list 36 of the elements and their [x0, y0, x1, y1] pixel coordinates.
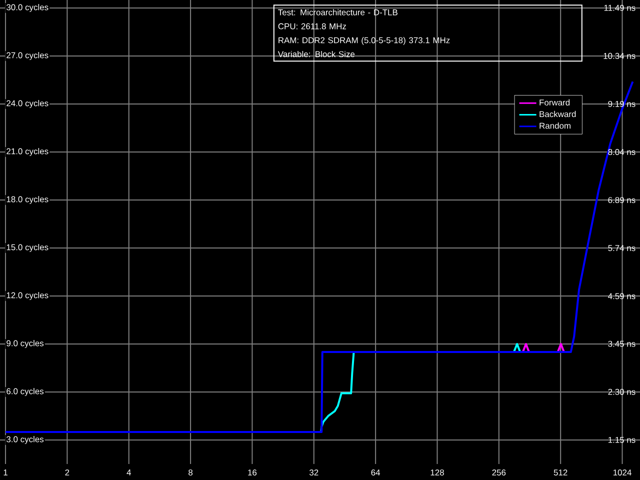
annotation: CPU: 2611.8 MHz	[278, 23, 346, 30]
annotation: Variable: Block Size	[278, 50, 355, 58]
x-tick-label: 2	[65, 470, 70, 476]
x-tick-label: 1024	[613, 470, 632, 476]
y2-tick-label: 11.49 ns	[604, 4, 636, 11]
x-tick-label: 8	[188, 470, 193, 476]
y2-tick-label: 6.89 ns	[608, 197, 636, 204]
x-tick-label: 16	[248, 470, 257, 476]
y2-tick-label: 3.45 ns	[608, 340, 636, 347]
legend-label: Forward	[540, 99, 570, 106]
y-tick-label: 27.0 cycles	[6, 52, 48, 60]
y-tick-label: 30.0 cycles	[6, 4, 48, 12]
y-tick-label: 12.0 cycles	[6, 292, 48, 300]
y-tick-label: 18.0 cycles	[6, 196, 48, 204]
x-tick-label: 256	[492, 470, 506, 476]
y2-tick-label: 5.74 ns	[608, 245, 636, 252]
y-tick-label: 21.0 cycles	[6, 148, 48, 156]
x-tick-label: 1	[4, 470, 8, 476]
x-tick-label: 32	[310, 470, 318, 476]
annotation: Test: Microarchitecture - D-TLB	[278, 9, 398, 16]
annotation: RAM: DDR2 SDRAM (5.0-5-5-18) 373.1 MHz	[278, 37, 450, 45]
legend-label: Random	[540, 122, 570, 129]
y-tick-label: 15.0 cycles	[6, 244, 48, 252]
y2-tick-label: 2.30 ns	[608, 388, 636, 395]
x-tick-label: 64	[371, 470, 380, 476]
x-tick-label: 512	[554, 470, 568, 476]
x-tick-label: 128	[430, 470, 444, 476]
x-tick-label: 4	[126, 470, 131, 476]
y-tick-label: 9.0 cycles	[6, 340, 44, 348]
y2-tick-label: 1.15 ns	[608, 436, 636, 443]
y-tick-label: 3.0 cycles	[6, 436, 44, 444]
y-tick-label: 6.0 cycles	[6, 388, 44, 396]
y-tick-label: 24.0 cycles	[6, 100, 48, 108]
y2-tick-label: 10.34 ns	[604, 52, 636, 59]
legend-label: Backward	[540, 110, 576, 118]
y2-tick-label: 4.59 ns	[608, 293, 636, 300]
